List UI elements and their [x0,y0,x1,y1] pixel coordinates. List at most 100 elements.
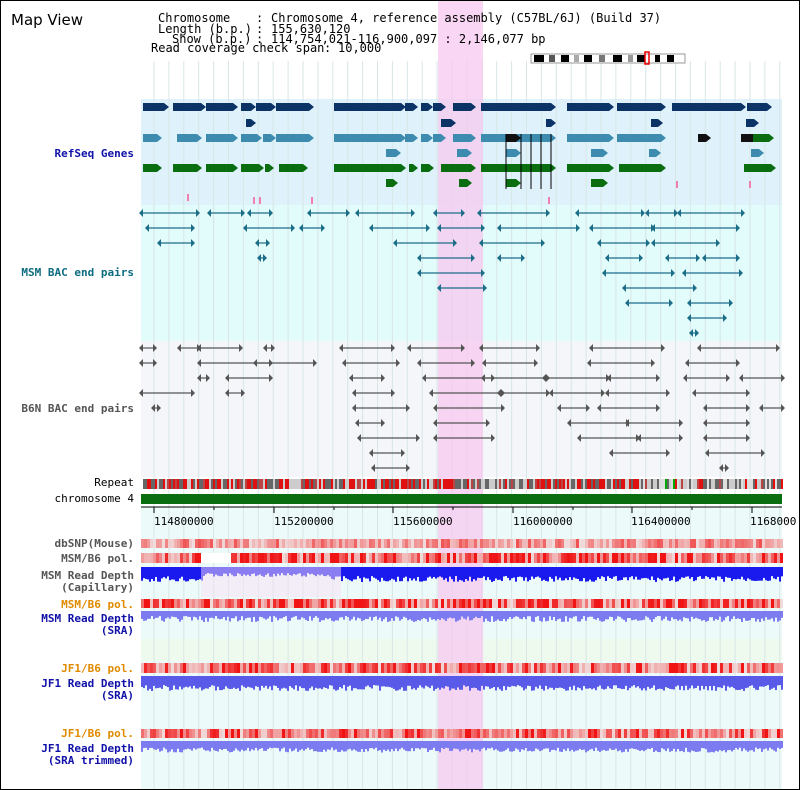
repeat-segment [685,479,687,489]
read-depth-bar [347,676,349,687]
read-depth-bar [525,567,527,578]
polymorphism-cell [207,729,210,738]
polymorphism-cell [390,599,393,608]
gene-strand-arrow [197,164,202,172]
read-depth-bar [193,676,195,686]
track-label-repeat[interactable]: Repeat [94,476,134,489]
track-label-jf1-depth-trim-1[interactable]: JF1 Read Depth [41,742,134,755]
b6n-bac-pair-end [781,374,785,382]
track-label-jf1-b6-pol-2[interactable]: JF1/B6 pol. [61,727,134,740]
track-label-msm-depth-sra-1[interactable]: MSM Read Depth [41,612,134,625]
polymorphism-cell [297,663,300,673]
read-depth-bar [551,741,553,750]
read-depth-bar [675,676,677,687]
repeat-segment [333,479,335,489]
repeat-segment [627,479,629,489]
read-depth-bar [603,567,605,578]
polymorphism-cell [744,539,747,548]
repeat-segment [639,479,641,489]
read-depth-bar [523,676,525,691]
polymorphism-cell [231,599,234,608]
polymorphism-cell [510,539,513,548]
repeat-segment [191,479,193,489]
length-value: 155,630,120 [271,22,351,36]
track-label-msm-depth-capillary-1[interactable]: MSM Read Depth [41,569,134,582]
read-depth-bar [147,567,149,580]
polymorphism-cell [174,539,177,548]
msm-bac-pair-end [687,299,691,307]
repeat-segment [571,479,573,489]
read-depth-bar [775,676,777,691]
read-depth-bar [351,741,353,751]
track-label-refseq-genes[interactable]: RefSeq Genes [54,147,134,160]
repeat-segment [497,479,499,489]
track-label-jf1-b6-pol-1[interactable]: JF1/B6 pol. [61,662,134,675]
polymorphism-cell [651,729,654,738]
polymorphism-cell [618,729,621,738]
read-depth-bar [345,676,347,691]
polymorphism-cell [627,539,630,548]
track-label-b6n-bac[interactable]: B6N BAC end pairs [21,402,134,415]
polymorphism-cell [351,663,354,673]
repeat-segment [341,479,343,489]
b6n-bac-pair-end [139,359,143,367]
polymorphism-cell [525,539,528,548]
polymorphism-cell [150,553,153,563]
polymorphism-cell [537,539,540,548]
read-depth-bar [707,567,709,578]
polymorphism-cell [363,539,366,548]
repeat-segment [173,479,175,489]
repeat-segment [703,479,705,489]
msm-bac-pair-end [243,224,247,232]
read-depth-bar [469,567,471,577]
polymorphism-cell [159,553,162,563]
track-label-msm-b6-pol-2[interactable]: MSM/B6 pol. [61,598,134,611]
repeat-segment [225,479,227,489]
msm-bac-pair-end [437,224,441,232]
read-depth-bar [599,567,601,579]
read-depth-bar [165,567,167,579]
track-label-dbsnp[interactable]: dbSNP(Mouse) [54,537,134,550]
polymorphism-cell [168,663,171,673]
b6n-bac-pair-end [692,389,696,397]
read-depth-bar [419,567,421,582]
repeat-segment [457,479,459,489]
polymorphism-cell [780,663,783,673]
repeat-segment [559,479,561,489]
repeat-segment [205,479,207,489]
read-depth-bar [383,611,385,620]
polymorphism-cell [396,553,399,563]
polymorphism-cell [561,553,564,563]
polymorphism-cell [354,553,357,563]
polymorphism-cell [738,553,741,563]
polymorphism-cell [732,599,735,608]
polymorphism-cell [405,663,408,673]
read-depth-bar [405,567,407,577]
read-depth-bar [445,676,447,687]
gene-strand-arrow [269,164,274,172]
read-depth-bar [155,676,157,689]
track-label-jf1-depth-sra-1[interactable]: JF1 Read Depth [41,677,134,690]
read-depth-bar [753,676,755,688]
read-depth-bar [777,567,779,577]
polymorphism-cell [630,663,633,673]
polymorphism-cell [207,539,210,548]
read-depth-bar [365,567,367,579]
repeat-segment [587,479,589,489]
read-depth-bar [141,676,143,687]
polymorphism-cell [357,539,360,548]
read-depth-bar [559,676,561,688]
repeat-segment [269,479,271,489]
read-depth-bar [423,676,425,689]
repeat-segment [361,479,363,489]
polymorphism-cell [708,729,711,738]
msm-bac-pair-end [695,329,699,337]
track-label-msm-bac[interactable]: MSM BAC end pairs [21,266,134,279]
track-label-msm-b6-pol-1[interactable]: MSM/B6 pol. [61,552,134,565]
polymorphism-cell [174,553,177,563]
polymorphism-cell [576,599,579,608]
polymorphism-cell [417,599,420,608]
repeat-segment [385,479,387,489]
read-depth-bar [521,741,523,750]
